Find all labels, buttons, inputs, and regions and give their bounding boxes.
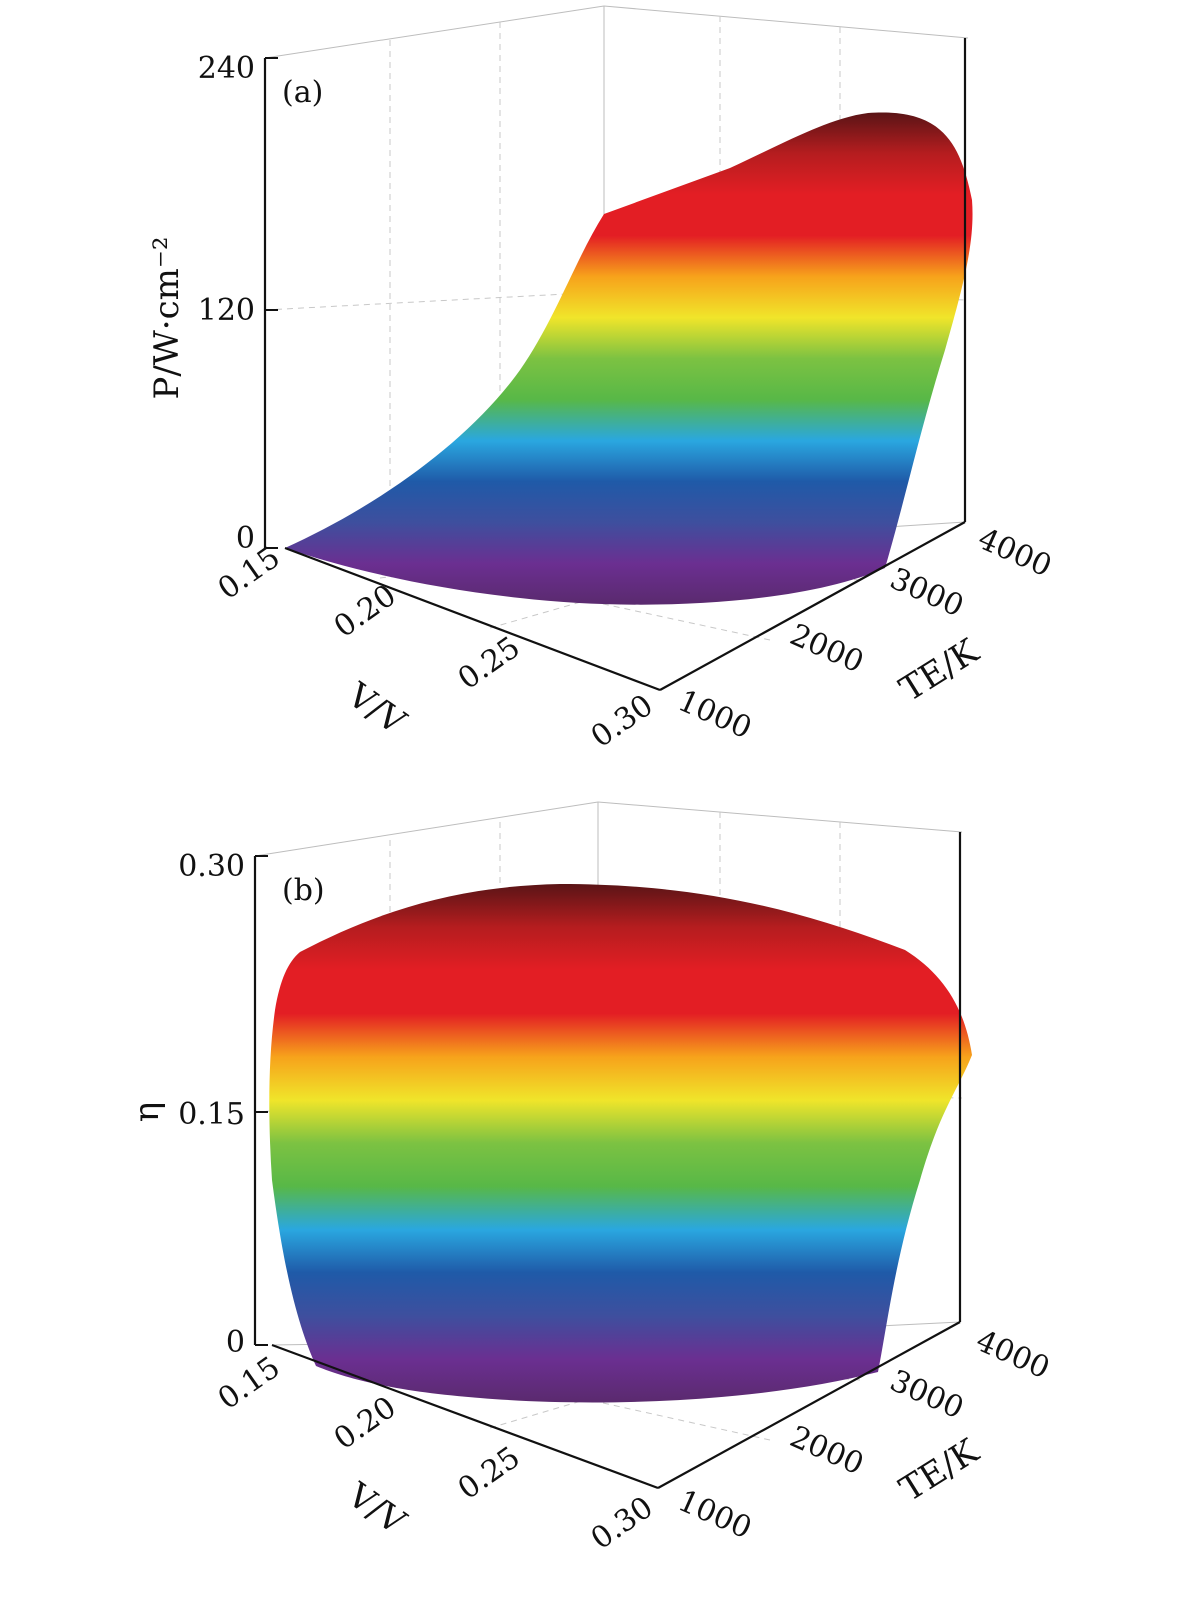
z-axis-title: η [127,1102,167,1122]
y-tick-label-group: 4000 [971,1323,1055,1386]
y-tick-label-group: 1000 [673,683,757,746]
y-tick-label-group: 3000 [885,1363,969,1426]
x-tick-label: 0.30 [585,1490,660,1557]
y-tick-label: 4000 [973,521,1057,584]
y-tick-label: 4000 [971,1323,1055,1386]
z-tick-label: 120 [198,293,255,328]
y-axis-title-group: TE/K [893,1431,986,1510]
y-tick-label-group: 2000 [785,1419,869,1482]
x-tick-label-group: 0.20 [328,1390,403,1457]
y-tick-label: 2000 [785,1419,869,1482]
y-tick-label-group: 4000 [973,521,1057,584]
y-axis-line [657,1321,961,1489]
panel-label: (a) [282,75,323,110]
x-axis-line [271,1343,659,1490]
x-axis-title: V/V [339,675,414,744]
x-tick-label-group: 0.30 [585,688,660,755]
y-tick-label: 1000 [673,1483,757,1546]
panel-b: 0.30 0.15 0 0.15 0.20 0.25 0.30 1000 200… [127,801,1055,1557]
y-tick-label: 1000 [673,683,757,746]
x-tick-label: 0.25 [452,1440,527,1507]
z-tick-label: 240 [198,51,255,86]
z-tick-label: 0 [236,521,255,556]
box-back-top-right [597,801,963,833]
surface-efficiency [269,884,972,1403]
y-axis-title: TE/K [893,631,986,710]
y-axis-title-group: TE/K [893,631,986,710]
x-tick-label-group: 0.25 [452,630,527,697]
x-axis-title: V/V [339,1475,414,1544]
box-back-top-right [603,5,969,39]
x-tick-label-group: 0.15 [212,1350,287,1417]
z-tick-label: 0.15 [178,1097,245,1132]
box-back-top-left [264,5,605,59]
box-back-top-left [254,801,599,857]
panel-label: (b) [282,873,325,908]
x-axis-line [284,546,661,692]
x-axis-title-group: V/V [339,675,414,744]
y-tick-label-group: 3000 [885,561,969,624]
panel-a: 240 120 0 0.15 0.20 0.25 0.30 1000 2000 … [147,5,1057,755]
y-axis-line [659,521,966,691]
y-tick-label-group: 1000 [673,1483,757,1546]
surface-power [285,112,973,605]
x-tick-label: 0.25 [452,630,527,697]
x-tick-label: 0.15 [212,1350,287,1417]
z-tick-label: 0 [226,1325,245,1360]
y-tick-label: 3000 [885,1363,969,1426]
z-axis-title-group: P/W·cm⁻² [147,237,187,400]
z-axis-title-group: η [127,1102,167,1122]
z-axis-title: P/W·cm⁻² [147,237,187,400]
z-tick-label: 0.30 [178,849,245,884]
x-axis-title-group: V/V [339,1475,414,1544]
y-tick-label-group: 2000 [785,617,869,680]
x-tick-label-group: 0.25 [452,1440,527,1507]
x-tick-label: 0.20 [328,1390,403,1457]
x-tick-label: 0.30 [585,688,660,755]
y-tick-label: 3000 [885,561,969,624]
grid-z-120 [264,291,969,311]
x-tick-label-group: 0.30 [585,1490,660,1557]
y-tick-label: 2000 [785,617,869,680]
y-axis-title: TE/K [893,1431,986,1510]
